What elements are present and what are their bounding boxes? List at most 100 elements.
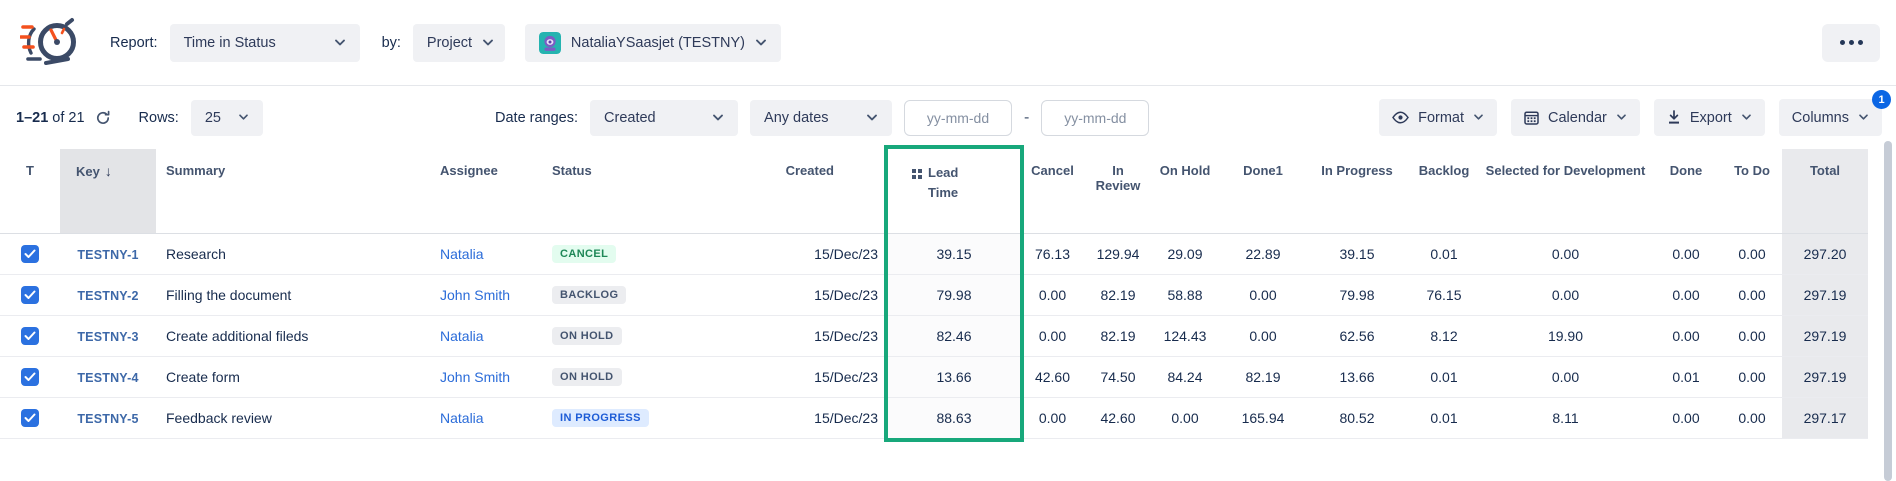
check-icon: [24, 372, 36, 381]
column-label-key: Key: [76, 164, 100, 179]
inreview-value-cell: 74.50: [1085, 356, 1151, 398]
time-in-status-table: T Key ↓ Summary Assignee Status Created Lead Ti…: [0, 149, 1868, 439]
format-menu-button[interactable]: Format: [1379, 99, 1498, 136]
todo-value-cell: 0.00: [1722, 274, 1782, 316]
key-cell: TESTNY-1: [60, 233, 156, 275]
row-checkbox[interactable]: [21, 367, 39, 386]
column-header-done[interactable]: Done: [1650, 149, 1722, 234]
assignee-link[interactable]: Natalia: [440, 245, 484, 262]
top-bar: Report: Time in Status by: Project Natal…: [0, 0, 1896, 86]
todo-value-cell: 0.00: [1722, 315, 1782, 357]
group-by-value: Project: [426, 34, 473, 51]
report-type-value: Time in Status: [183, 34, 276, 51]
group-by-select[interactable]: Project: [412, 23, 505, 62]
column-header-todo[interactable]: To Do: [1722, 149, 1782, 234]
column-header-created[interactable]: Created: [710, 149, 888, 234]
column-header-total[interactable]: Total: [1782, 149, 1868, 234]
cancel-value-cell: 0.00: [1020, 397, 1085, 439]
issue-key-link[interactable]: TESTNY-5: [77, 411, 139, 426]
done-value-cell: 0.00: [1650, 233, 1722, 275]
column-header-sfd[interactable]: Selected for Development: [1481, 149, 1650, 234]
export-label: Export: [1689, 109, 1732, 126]
drag-handle-icon: [912, 169, 922, 179]
column-header-assignee[interactable]: Assignee: [430, 149, 542, 234]
issues-table-zone: T Key ↓ Summary Assignee Status Created Lead Ti…: [0, 141, 1896, 481]
column-label-created: Created: [785, 163, 834, 178]
column-header-inreview[interactable]: In Review: [1085, 149, 1151, 234]
assignee-link[interactable]: Natalia: [440, 409, 484, 426]
column-header-t[interactable]: T: [0, 149, 60, 234]
select-cell: [0, 274, 60, 316]
column-label-todo: To Do: [1734, 163, 1770, 178]
refresh-button[interactable]: [93, 108, 113, 128]
column-header-key[interactable]: Key ↓: [60, 149, 156, 234]
column-label-summary: Summary: [166, 163, 226, 178]
column-header-cancel[interactable]: Cancel: [1020, 149, 1085, 234]
issue-key-link[interactable]: TESTNY-2: [77, 288, 139, 303]
sfd-value-cell: 0.00: [1481, 274, 1650, 316]
row-checkbox[interactable]: [21, 244, 39, 263]
assignee-cell: John Smith: [430, 356, 542, 398]
project-select[interactable]: NataliaYSaasjet (TESTNY): [524, 23, 781, 62]
column-header-status[interactable]: Status: [542, 149, 710, 234]
calendar-icon: [1524, 111, 1539, 125]
calendar-label: Calendar: [1548, 109, 1607, 126]
sfd-value-cell: 19.90: [1481, 315, 1650, 357]
column-header-onhold[interactable]: On Hold: [1151, 149, 1219, 234]
eye-icon: [1392, 111, 1410, 124]
export-menu-button[interactable]: Export: [1653, 99, 1765, 136]
issue-key-link[interactable]: TESTNY-4: [77, 370, 139, 385]
date-to-input[interactable]: [1041, 99, 1150, 136]
assignee-link[interactable]: John Smith: [440, 286, 511, 303]
cancel-value-cell: 0.00: [1020, 274, 1085, 316]
total-value-cell: 297.19: [1782, 356, 1868, 398]
date-field-value: Created: [604, 109, 656, 126]
table-row-TESTNY-5: TESTNY-5 Feedback review Natalia IN PROGRES…: [0, 397, 1868, 439]
more-actions-button[interactable]: [1822, 23, 1880, 62]
status-badge: CANCEL: [552, 245, 617, 263]
column-header-inprogress[interactable]: In Progress: [1307, 149, 1407, 234]
column-label-done: Done: [1669, 163, 1703, 178]
done1-value-cell: 0.00: [1219, 315, 1307, 357]
assignee-cell: Natalia: [430, 233, 542, 275]
sfd-value-cell: 0.00: [1481, 356, 1650, 398]
status-badge: IN PROGRESS: [552, 409, 649, 427]
status-cell: ON HOLD: [542, 315, 710, 357]
onhold-value-cell: 58.88: [1151, 274, 1219, 316]
assignee-link[interactable]: John Smith: [440, 368, 511, 385]
date-from-input[interactable]: [904, 99, 1013, 136]
issue-key-link[interactable]: TESTNY-1: [77, 247, 139, 262]
date-separator: -: [1024, 108, 1030, 126]
issue-key-link[interactable]: TESTNY-3: [77, 329, 139, 344]
date-field-select[interactable]: Created: [590, 99, 739, 136]
columns-menu-button[interactable]: Columns 1: [1778, 90, 1891, 136]
column-label-inprogress: In Progress: [1321, 163, 1393, 178]
total-value-cell: 297.20: [1782, 233, 1868, 275]
assignee-link[interactable]: Natalia: [440, 327, 484, 344]
column-header-leadtime[interactable]: Lead Time: [888, 149, 1020, 234]
chevron-down-icon: [334, 39, 346, 47]
done1-value-cell: 82.19: [1219, 356, 1307, 398]
date-preset-select[interactable]: Any dates: [750, 99, 893, 136]
backlog-value-cell: 8.12: [1407, 315, 1481, 357]
report-type-select[interactable]: Time in Status: [169, 23, 360, 62]
columns-label: Columns: [1791, 109, 1849, 126]
inprogress-value-cell: 13.66: [1307, 356, 1407, 398]
row-checkbox[interactable]: [21, 285, 39, 304]
summary-cell: Filling the document: [156, 274, 430, 316]
column-header-backlog[interactable]: Backlog: [1407, 149, 1481, 234]
calendar-menu-button[interactable]: Calendar: [1511, 99, 1640, 136]
vertical-scrollbar[interactable]: [1884, 141, 1892, 481]
leadtime-value-cell: 13.66: [888, 356, 1020, 398]
column-header-done1[interactable]: Done1: [1219, 149, 1307, 234]
cancel-value-cell: 42.60: [1020, 356, 1085, 398]
column-label-done1: Done1: [1243, 163, 1283, 178]
project-avatar: [538, 31, 561, 54]
row-checkbox[interactable]: [21, 408, 39, 427]
rows-per-page-select[interactable]: 25: [190, 99, 263, 136]
column-header-summary[interactable]: Summary: [156, 149, 430, 234]
backlog-value-cell: 76.15: [1407, 274, 1481, 316]
row-checkbox[interactable]: [21, 326, 39, 345]
summary-text: Create additional fileds: [166, 327, 309, 344]
